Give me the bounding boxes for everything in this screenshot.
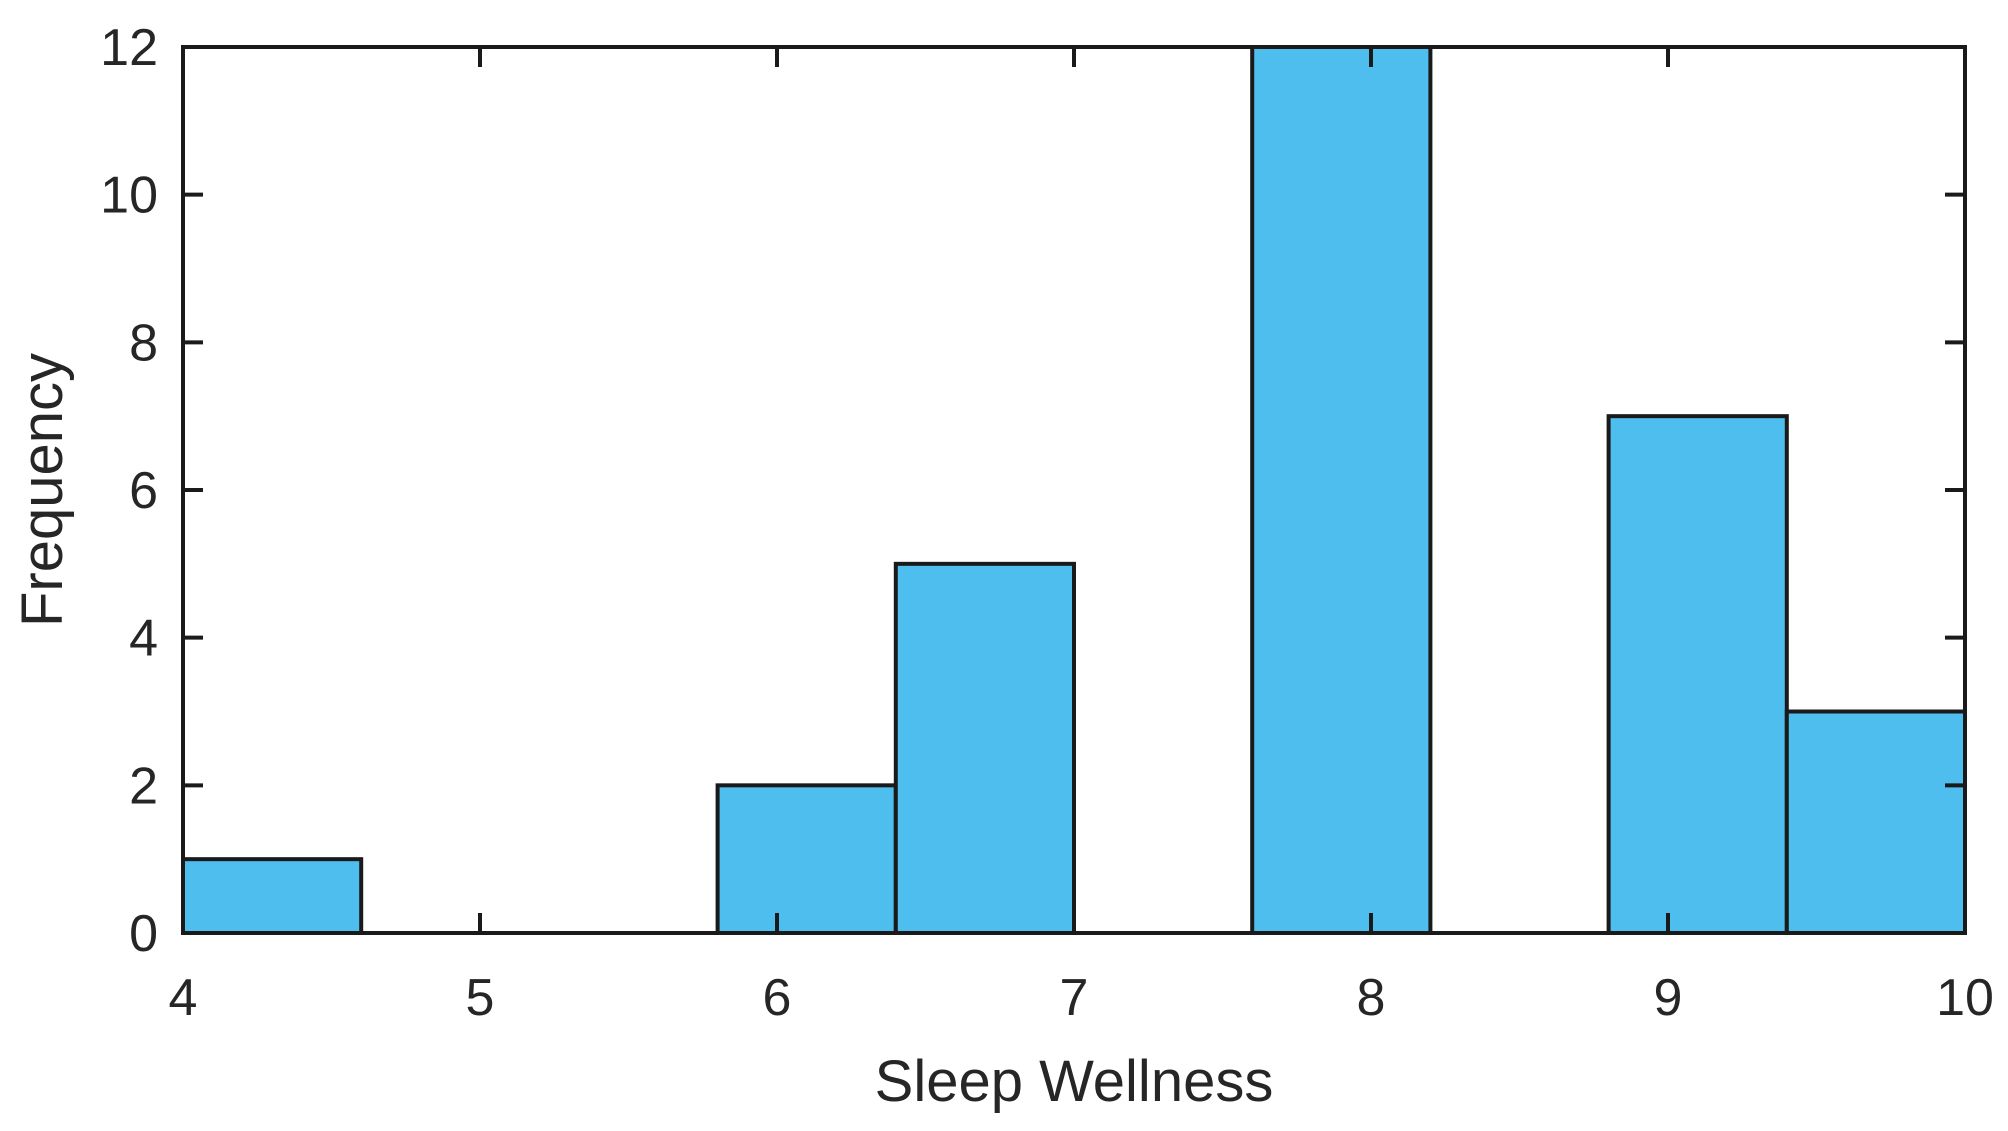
histogram-bar	[1606, 414, 1789, 935]
histogram-bar	[1784, 709, 1968, 935]
y-tick-label: 2	[129, 757, 158, 815]
x-tick-label: 8	[1357, 969, 1386, 1027]
y-tick-label: 8	[129, 314, 158, 372]
x-tick-label: 5	[466, 969, 495, 1027]
histogram-bar	[715, 783, 898, 935]
x-tick-label: 6	[763, 969, 792, 1027]
y-tick-label: 6	[129, 462, 158, 520]
histogram-bar	[1250, 45, 1433, 935]
x-tick-label: 10	[1936, 969, 1994, 1027]
x-axis-title: Sleep Wellness	[875, 1049, 1274, 1114]
y-tick-label: 10	[100, 167, 158, 225]
y-axis-title: Frequency	[10, 353, 75, 627]
histogram-bar	[181, 857, 364, 936]
x-tick-label: 7	[1060, 969, 1089, 1027]
x-tick-label: 9	[1654, 969, 1683, 1027]
plot-area: 4 5 6 7 8 9 10 0 2 4 6 8 10 12	[100, 19, 1994, 1027]
y-tick-label: 4	[129, 610, 158, 668]
x-tick-label: 4	[169, 969, 198, 1027]
histogram-bar	[893, 561, 1076, 935]
y-tick-label: 12	[100, 19, 158, 77]
y-tick-label: 0	[129, 905, 158, 963]
